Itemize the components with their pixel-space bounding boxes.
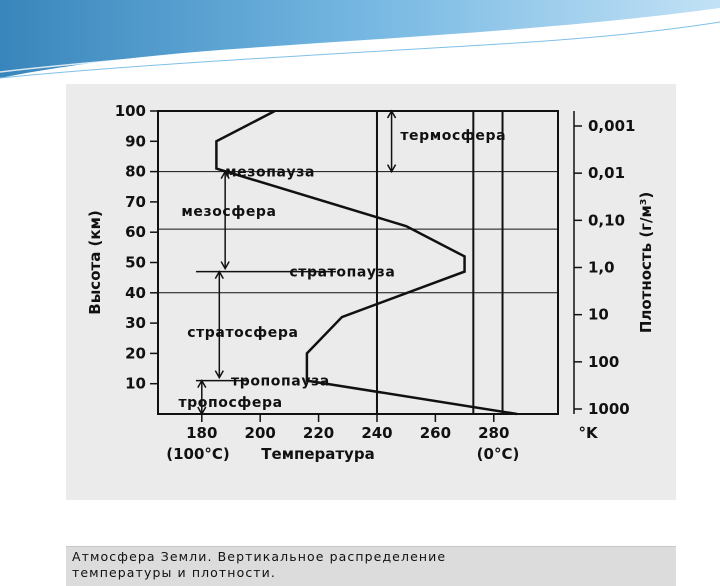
annotation-label: мезосфера xyxy=(181,204,276,220)
y-tick-label: 20 xyxy=(125,344,146,362)
y-tick-label: 70 xyxy=(125,193,146,211)
figure-caption: Атмосфера Земли. Вертикальное распределе… xyxy=(66,546,676,586)
caption-line-2: температуры и плотности. xyxy=(72,565,676,581)
y-tick-label: 10 xyxy=(125,375,146,393)
x-tick-label: 280 xyxy=(478,424,509,442)
x-axis-prefix: (100°C) xyxy=(166,445,230,463)
x-tick-label: 180 xyxy=(186,424,217,442)
annotation-label: термосфера xyxy=(400,128,506,144)
y-tick-label: 30 xyxy=(125,314,146,332)
x-tick-label: 220 xyxy=(303,424,334,442)
density-tick-label: 0,001 xyxy=(588,117,635,135)
y-tick-label: 60 xyxy=(125,223,146,241)
density-tick-label: 1000 xyxy=(588,400,630,418)
density-tick-label: 0,10 xyxy=(588,211,625,229)
y-tick-label: 80 xyxy=(125,163,146,181)
annotation-label: тропопауза xyxy=(231,374,330,390)
y-tick-label: 40 xyxy=(125,284,146,302)
atmosphere-chart: 10 20 30 40 50 60 70 80 90 100 180 200 220 240 260 280 °… xyxy=(66,84,676,546)
annotation-label: стратопауза xyxy=(289,265,395,281)
density-tick-label: 1,0 xyxy=(588,259,615,277)
series-line-0 xyxy=(216,111,517,414)
x-tick-label: 240 xyxy=(361,424,392,442)
y-tick-label: 100 xyxy=(115,102,146,120)
plot-frame xyxy=(158,111,558,414)
y-tick-label: 50 xyxy=(125,254,146,272)
x-tick-label: 200 xyxy=(245,424,276,442)
x-tick-label: 260 xyxy=(420,424,451,442)
caption-line-1: Атмосфера Земли. Вертикальное распределе… xyxy=(72,549,676,565)
density-tick-label: 100 xyxy=(588,353,619,371)
y-axis-label: Высота (км) xyxy=(86,210,104,314)
slide-header-wave xyxy=(0,0,720,80)
figure-panel: 10 20 30 40 50 60 70 80 90 100 180 200 220 240 260 280 °… xyxy=(66,84,676,500)
density-tick-label: 10 xyxy=(588,306,609,324)
density-axis-label: Плотность (г/м³) xyxy=(637,192,655,333)
annotation-label: стратосфера xyxy=(187,325,298,341)
x-axis-label: Температура xyxy=(261,445,374,463)
annotation-label: тропосфера xyxy=(178,395,282,411)
density-tick-label: 0,01 xyxy=(588,164,625,182)
x-unit-label: °K xyxy=(578,424,599,442)
x-axis-suffix: (0°C) xyxy=(477,445,520,463)
y-tick-label: 90 xyxy=(125,132,146,150)
annotation-label: мезопауза xyxy=(225,165,315,181)
